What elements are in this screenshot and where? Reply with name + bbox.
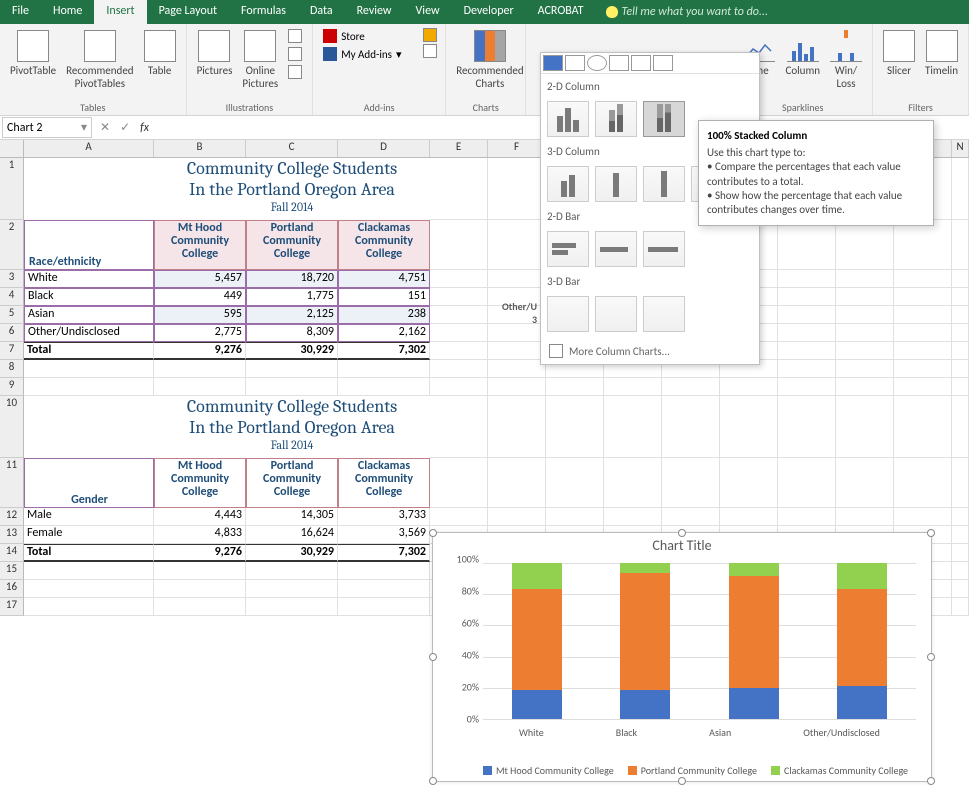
tell-me-search[interactable]: Tell me what you want to do... (596, 0, 778, 24)
tab-pagelayout[interactable]: Page Layout (147, 0, 229, 24)
bing-maps-icon[interactable] (423, 28, 437, 42)
more-column-charts[interactable]: More Column Charts... (541, 338, 759, 364)
table1-title-line2: In the Portland Oregon Area (157, 179, 427, 200)
cancel-fx-icon[interactable]: ✕ (100, 120, 110, 135)
tab-home[interactable]: Home (41, 0, 94, 24)
tab-view[interactable]: View (404, 0, 452, 24)
table-button[interactable]: Table (142, 28, 178, 79)
tab-insert[interactable]: Insert (94, 0, 146, 24)
chart-xaxis: WhiteBlackAsianOther/Undisclosed (483, 726, 916, 739)
2d-bar1[interactable] (547, 231, 589, 267)
100pct-stacked-column-icon[interactable] (643, 101, 685, 137)
ribbon: PivotTable Recommended PivotTables Table… (0, 24, 969, 116)
3d-bar2[interactable] (595, 296, 637, 332)
ribbon-tabs: File Home Insert Page Layout Formulas Da… (0, 0, 969, 24)
2d-bar2[interactable] (595, 231, 637, 267)
chart-yaxis: 0%20%40%60%80%100% (453, 559, 481, 719)
tab-review[interactable]: Review (345, 0, 404, 24)
fx-icon[interactable]: fx (140, 121, 149, 135)
table1-title-line1: Community College Students (157, 158, 427, 179)
clustered-column-icon[interactable] (547, 101, 589, 137)
3d-bar3[interactable] (643, 296, 685, 332)
3d-100stacked-icon[interactable] (643, 166, 685, 202)
tab-data[interactable]: Data (298, 0, 345, 24)
online-pictures-button[interactable]: Online Pictures (240, 28, 280, 92)
people-graph-icon[interactable] (423, 44, 437, 58)
tab-formulas[interactable]: Formulas (229, 0, 298, 24)
3d-stacked-icon[interactable] (595, 166, 637, 202)
tab-acrobat[interactable]: ACROBAT (526, 0, 596, 24)
table1-subtitle: Fall 2014 (157, 200, 427, 214)
store-button[interactable]: Store (321, 28, 417, 44)
chart-waterfall-btn[interactable] (653, 55, 673, 71)
shapes-button[interactable] (286, 28, 304, 44)
chart-plot-area (483, 563, 916, 719)
group-illustrations: Pictures Online Pictures Illustrations (187, 24, 314, 115)
my-addins-button[interactable]: My Add-ins ▾ (321, 46, 417, 62)
2d-bar3[interactable] (643, 231, 685, 267)
embedded-chart[interactable]: Chart Title 0%20%40%60%80%100% WhiteBlac… (432, 532, 932, 782)
recommended-pivot-button[interactable]: Recommended PivotTables (64, 28, 135, 92)
recommended-charts-button[interactable]: Recommended Charts (454, 28, 525, 92)
pictures-button[interactable]: Pictures (195, 28, 235, 79)
chart-legend: Mt Hood Community CollegePortland Commun… (483, 764, 921, 777)
3d-clustered-icon[interactable] (547, 166, 589, 202)
name-box[interactable]: Chart 2▾ (2, 117, 92, 138)
chart-treemap-btn[interactable] (609, 55, 629, 71)
timeline-button[interactable]: Timelin (923, 28, 960, 79)
addins-icon (323, 47, 337, 61)
shapes-icon (288, 29, 302, 43)
group-filters: Slicer Timelin Filters (873, 24, 969, 115)
lightbulb-icon (606, 6, 618, 18)
chart-pie-btn[interactable] (587, 55, 607, 71)
chart-tooltip: 100% Stacked Column Use this chart type … (698, 120, 934, 226)
tab-file[interactable]: File (0, 0, 41, 24)
group-charts: Recommended Charts Charts (446, 24, 526, 115)
slicer-button[interactable]: Slicer (881, 28, 917, 79)
chart-line-btn[interactable] (565, 55, 585, 71)
stacked-column-icon[interactable] (595, 101, 637, 137)
screenshot-icon (288, 65, 302, 79)
enter-fx-icon[interactable]: ✓ (120, 120, 130, 135)
pivottable-button[interactable]: PivotTable (8, 28, 58, 79)
chart-stats-btn[interactable] (631, 55, 651, 71)
sparkline-winloss-button[interactable]: Win/ Loss (828, 28, 864, 92)
sparkline-column-button[interactable]: Column (783, 28, 822, 79)
smartart-icon (288, 47, 302, 61)
3d-bar1[interactable] (547, 296, 589, 332)
group-tables: PivotTable Recommended PivotTables Table… (0, 24, 187, 115)
chart-col-btn[interactable] (543, 55, 563, 71)
screenshot-button[interactable] (286, 64, 304, 80)
chart-icon (549, 344, 563, 358)
smartart-button[interactable] (286, 46, 304, 62)
tab-developer[interactable]: Developer (452, 0, 526, 24)
group-addins: Store My Add-ins ▾ Add-ins (313, 24, 446, 115)
store-icon (323, 29, 337, 43)
